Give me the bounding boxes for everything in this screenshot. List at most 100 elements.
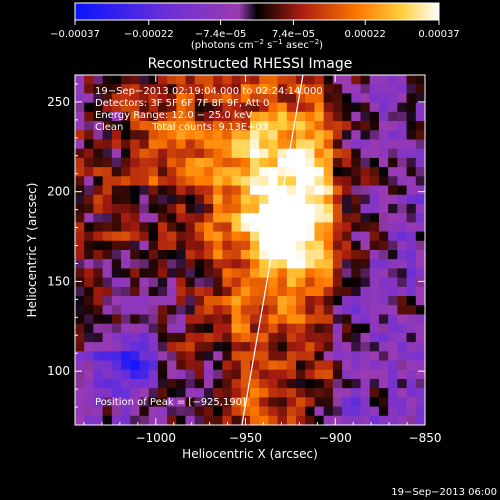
heatmap-cell [84,231,95,242]
heatmap-cell [332,93,343,104]
heatmap-cell [213,148,223,159]
heatmap-cell [139,268,150,279]
heatmap-cell [130,167,141,177]
heatmap-cell [203,397,214,408]
heatmap-cell [250,185,260,196]
heatmap-cell [323,222,334,233]
heatmap-cell [415,296,425,306]
heatmap-cell [250,406,260,417]
heatmap-cell [277,406,288,417]
heatmap-cell [397,342,408,352]
heatmap-cell [351,93,362,104]
heatmap-cell [194,342,205,352]
heatmap-cell [111,305,122,316]
heatmap-cell [185,139,196,150]
heatmap-cell [203,185,214,196]
heatmap-cell [406,84,417,95]
heatmap-cell [332,102,343,113]
heatmap-cell [314,332,325,343]
heatmap-cell [185,305,196,316]
heatmap-cell [121,415,131,425]
heatmap-cell [250,360,260,371]
heatmap-cell [111,415,122,425]
heatmap-cell [268,397,279,408]
heatmap-cell [185,102,196,113]
heatmap-cell [157,157,168,168]
heatmap-cell [213,342,223,352]
heatmap-cell [75,84,85,95]
heatmap-cell [415,111,425,122]
heatmap-cell [240,277,251,288]
heatmap-cell [397,213,408,223]
heatmap-cell [222,286,233,297]
heatmap-cell [222,194,233,205]
heatmap-cell [222,157,233,168]
heatmap-cell [332,296,343,306]
heatmap-cell [222,84,233,95]
y-tick-label: 250 [47,95,70,109]
heatmap-cell [268,75,279,85]
heatmap-cell [314,176,325,187]
heatmap-cell [203,277,214,288]
heatmap-cell [231,323,242,334]
heatmap-cell [406,277,417,288]
heatmap-cell [240,213,251,223]
heatmap-cell [323,84,334,95]
heatmap-cell [176,296,187,306]
heatmap-cell [305,203,316,214]
heatmap-cell [277,203,288,214]
heatmap-cell [323,277,334,288]
heatmap-cell [332,167,343,177]
heatmap-cell [111,102,122,113]
heatmap-cell [268,342,279,352]
heatmap-cell [296,130,306,141]
heatmap-cell [130,185,141,196]
heatmap-cell [351,167,362,177]
heatmap-cell [93,93,104,104]
heatmap-cell [351,213,362,223]
heatmap-cell [240,296,251,306]
heatmap-cell [139,415,150,425]
heatmap-cell [415,75,425,85]
heatmap-cell [268,388,279,398]
heatmap-cell [176,194,187,205]
heatmap-cell [240,84,251,95]
heatmap-cell [415,121,425,131]
heatmap-cell [388,388,398,398]
heatmap-cell [139,130,150,141]
heatmap-cell [213,360,223,371]
heatmap-cell [203,323,214,334]
heatmap-cell [194,84,205,95]
heatmap-cell [157,397,168,408]
heatmap-cell [167,203,177,214]
heatmap-cell [296,397,306,408]
heatmap-cell [406,121,417,131]
heatmap-cell [167,250,177,260]
heatmap-cell [250,369,260,380]
heatmap-cell [148,222,159,233]
heatmap-cell [231,369,242,380]
heatmap-cell [240,332,251,343]
heatmap-cell [342,157,352,168]
heatmap-cell [342,314,352,325]
heatmap-cell [305,130,316,141]
heatmap-cell [176,250,187,260]
heatmap-cell [388,305,398,316]
heatmap-cell [176,84,187,95]
heatmap-cell [314,185,325,196]
heatmap-cell [268,323,279,334]
heatmap-cell [360,185,371,196]
heatmap-cell [323,351,334,362]
heatmap-cell [406,332,417,343]
heatmap-cell [102,286,113,297]
heatmap-cell [222,332,233,343]
heatmap-cell [203,378,214,389]
heatmap-cell [231,167,242,177]
heatmap-cell [167,167,177,177]
heatmap-cell [203,369,214,380]
heatmap-cell [286,250,297,260]
heatmap-cell [296,342,306,352]
heatmap-cell [240,176,251,187]
heatmap-cell [185,130,196,141]
heatmap-cell [415,351,425,362]
